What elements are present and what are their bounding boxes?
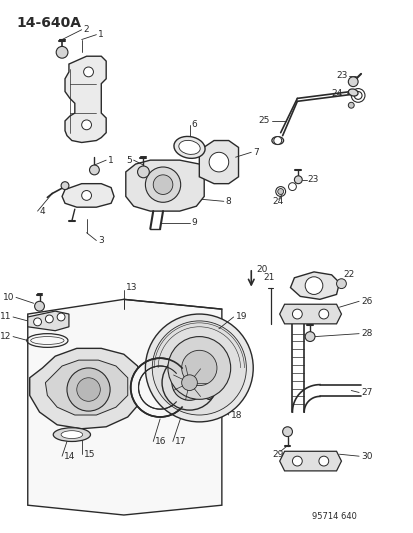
Circle shape bbox=[56, 46, 68, 58]
Polygon shape bbox=[30, 349, 143, 429]
Ellipse shape bbox=[178, 140, 200, 155]
Circle shape bbox=[277, 189, 283, 195]
Circle shape bbox=[45, 315, 53, 323]
Circle shape bbox=[67, 368, 110, 411]
Circle shape bbox=[336, 279, 346, 288]
Circle shape bbox=[161, 355, 216, 410]
Text: 23: 23 bbox=[336, 71, 347, 80]
Text: 1: 1 bbox=[98, 30, 104, 39]
Text: 1: 1 bbox=[108, 156, 114, 165]
Text: 23: 23 bbox=[306, 175, 318, 184]
Ellipse shape bbox=[271, 136, 283, 144]
Text: 29: 29 bbox=[272, 450, 284, 459]
Polygon shape bbox=[279, 451, 341, 471]
Text: 2: 2 bbox=[83, 25, 89, 34]
Circle shape bbox=[33, 318, 41, 326]
Circle shape bbox=[145, 314, 253, 422]
Text: 14-640A: 14-640A bbox=[16, 16, 81, 30]
Circle shape bbox=[168, 337, 230, 399]
Circle shape bbox=[318, 309, 328, 319]
Circle shape bbox=[35, 301, 44, 311]
Text: 17: 17 bbox=[174, 437, 186, 446]
Circle shape bbox=[76, 378, 100, 401]
Polygon shape bbox=[28, 300, 221, 515]
Text: 27: 27 bbox=[360, 388, 372, 397]
Polygon shape bbox=[199, 141, 238, 184]
Ellipse shape bbox=[61, 431, 83, 439]
Text: 24: 24 bbox=[331, 89, 342, 98]
Text: 30: 30 bbox=[360, 451, 372, 461]
Polygon shape bbox=[279, 304, 341, 324]
Circle shape bbox=[181, 375, 197, 391]
Circle shape bbox=[273, 136, 281, 144]
Polygon shape bbox=[65, 56, 106, 142]
Text: 10: 10 bbox=[2, 293, 14, 302]
Circle shape bbox=[171, 365, 206, 400]
Circle shape bbox=[83, 67, 93, 77]
Circle shape bbox=[347, 77, 357, 87]
Ellipse shape bbox=[131, 358, 189, 417]
Text: 24: 24 bbox=[272, 197, 283, 206]
Text: 13: 13 bbox=[126, 283, 137, 292]
Text: 21: 21 bbox=[262, 273, 274, 282]
Circle shape bbox=[294, 176, 301, 184]
Circle shape bbox=[137, 166, 149, 178]
Text: 7: 7 bbox=[253, 148, 259, 157]
Circle shape bbox=[145, 167, 180, 203]
Circle shape bbox=[81, 190, 91, 200]
Circle shape bbox=[152, 321, 246, 415]
Text: 12: 12 bbox=[0, 332, 11, 341]
Text: 9: 9 bbox=[191, 219, 197, 228]
Circle shape bbox=[304, 277, 322, 294]
Text: 5: 5 bbox=[126, 156, 131, 165]
Text: 14: 14 bbox=[64, 451, 75, 461]
Text: 15: 15 bbox=[83, 450, 95, 459]
Polygon shape bbox=[45, 360, 128, 415]
Text: 95714 640: 95714 640 bbox=[311, 512, 356, 521]
Text: 6: 6 bbox=[191, 120, 197, 130]
Circle shape bbox=[89, 165, 99, 175]
Ellipse shape bbox=[348, 89, 357, 96]
Circle shape bbox=[153, 175, 173, 195]
Circle shape bbox=[318, 456, 328, 466]
Circle shape bbox=[292, 309, 301, 319]
Text: 8: 8 bbox=[225, 197, 231, 206]
Circle shape bbox=[181, 350, 216, 385]
Text: 25: 25 bbox=[258, 116, 269, 125]
Circle shape bbox=[282, 427, 292, 437]
Circle shape bbox=[61, 182, 69, 190]
Circle shape bbox=[81, 120, 91, 130]
Ellipse shape bbox=[173, 136, 204, 158]
Circle shape bbox=[354, 92, 361, 99]
Text: 11: 11 bbox=[0, 312, 11, 321]
Text: 26: 26 bbox=[360, 297, 372, 306]
Polygon shape bbox=[126, 160, 204, 211]
Text: 22: 22 bbox=[343, 270, 354, 279]
Circle shape bbox=[209, 152, 228, 172]
Circle shape bbox=[304, 332, 314, 342]
Ellipse shape bbox=[53, 428, 90, 441]
Text: 18: 18 bbox=[230, 410, 242, 419]
Text: 3: 3 bbox=[98, 236, 104, 245]
Circle shape bbox=[57, 313, 65, 321]
Text: 4: 4 bbox=[39, 207, 45, 216]
Circle shape bbox=[292, 456, 301, 466]
Circle shape bbox=[347, 102, 354, 108]
Text: 20: 20 bbox=[256, 265, 267, 274]
Polygon shape bbox=[28, 311, 69, 330]
Polygon shape bbox=[290, 272, 339, 300]
Text: 19: 19 bbox=[235, 312, 247, 321]
Polygon shape bbox=[62, 184, 114, 207]
Text: 28: 28 bbox=[360, 329, 372, 338]
Text: 16: 16 bbox=[155, 437, 166, 446]
